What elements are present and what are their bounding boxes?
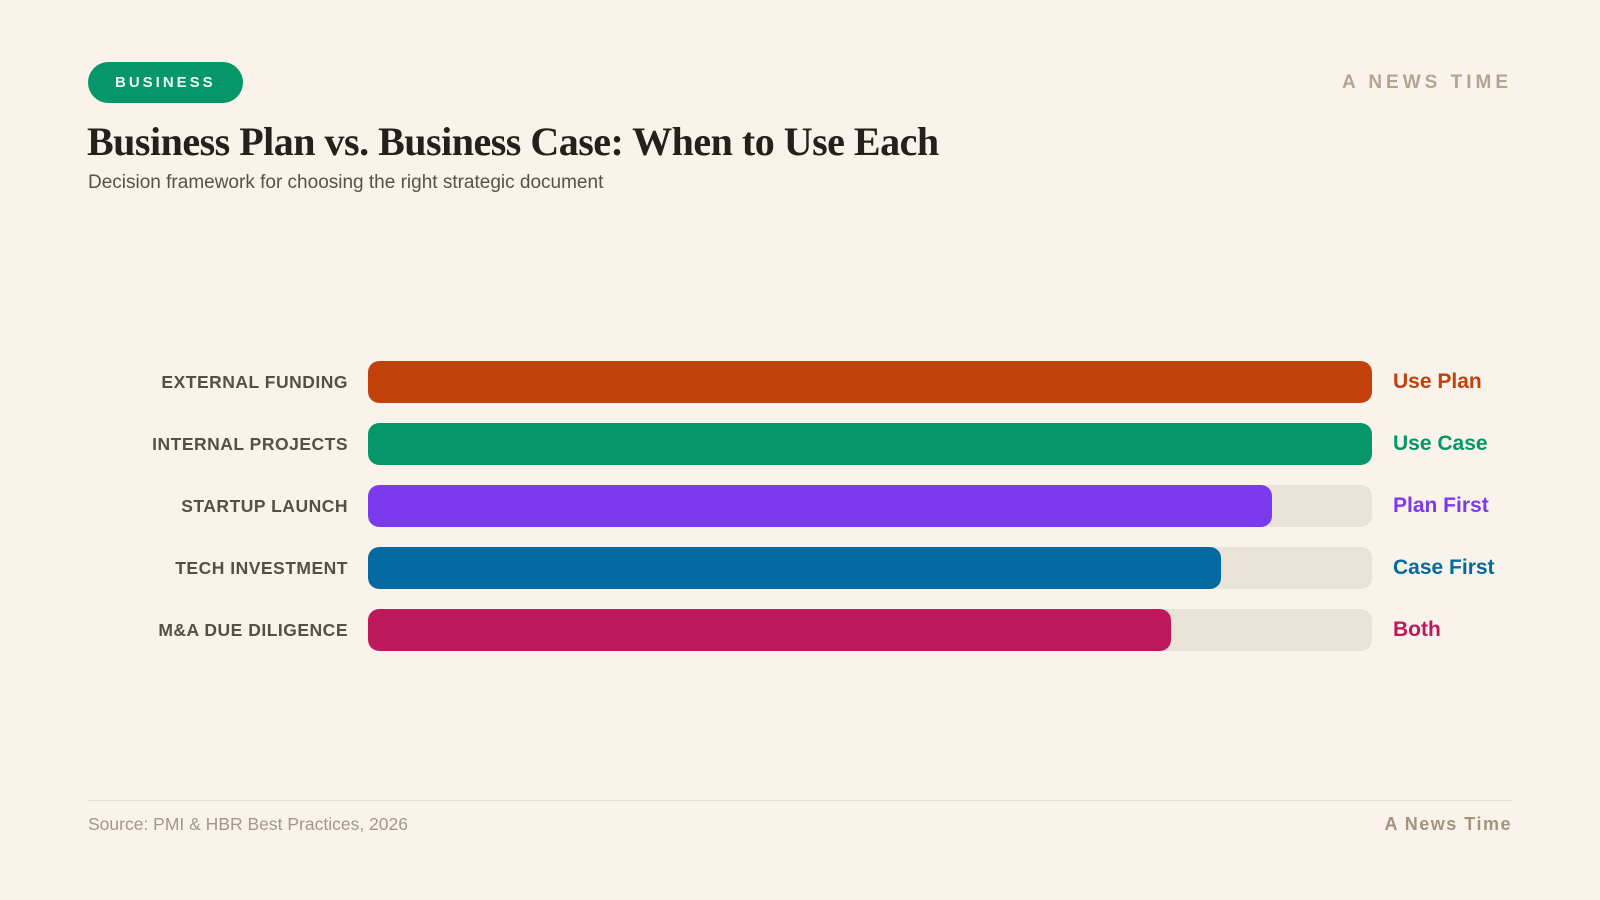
bar-track [368,485,1372,527]
bar-category-label: STARTUP LAUNCH [181,495,348,516]
bar-row: M&A DUE DILIGENCE Both [88,609,1512,651]
bar-value-label: Use Plan [1393,370,1482,393]
bar-value-label: Use Case [1393,432,1488,455]
bar-row: STARTUP LAUNCH Plan First [88,485,1512,527]
bar-fill [368,423,1372,465]
bar-track [368,361,1372,403]
bar-category-label: EXTERNAL FUNDING [161,371,348,392]
page-title: Business Plan vs. Business Case: When to… [87,119,939,164]
bar-fill [368,609,1172,651]
bar-track [368,423,1372,465]
bar-fill [368,361,1372,403]
bar-chart: EXTERNAL FUNDING Use Plan INTERNAL PROJECT… [88,361,1512,651]
category-badge: BUSINESS [88,62,243,103]
bar-value-label: Case First [1393,556,1495,579]
bar-row: INTERNAL PROJECTS Use Case [88,423,1512,465]
category-badge-label: BUSINESS [115,74,216,91]
header: BUSINESS A NEWS TIME [88,62,1512,103]
bar-value-label: Plan First [1393,494,1489,517]
source-note: Source: PMI & HBR Best Practices, 2026 [88,814,408,834]
bar-category-label: M&A DUE DILIGENCE [158,619,348,640]
footer-brand: A News Time [1384,814,1512,834]
bar-track [368,609,1372,651]
bar-track [368,547,1372,589]
bar-row: TECH INVESTMENT Case First [88,547,1512,589]
bar-row: EXTERNAL FUNDING Use Plan [88,361,1512,403]
bar-value-label: Both [1393,618,1441,641]
bar-fill [368,547,1222,589]
page-subtitle: Decision framework for choosing the righ… [88,172,604,193]
bar-category-label: INTERNAL PROJECTS [152,433,348,454]
brand-name: A NEWS TIME [1342,71,1512,93]
bar-category-label: TECH INVESTMENT [175,557,348,578]
footer: Source: PMI & HBR Best Practices, 2026 A… [88,800,1512,835]
bar-fill [368,485,1272,527]
